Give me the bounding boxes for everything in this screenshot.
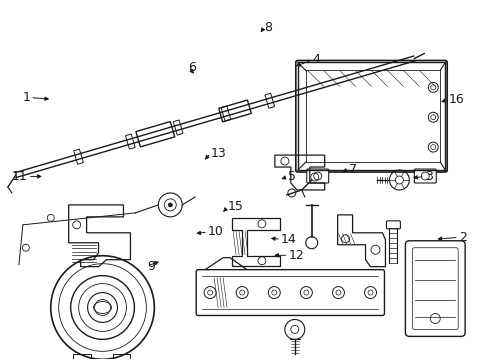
Circle shape	[168, 203, 172, 207]
Text: 13: 13	[210, 147, 225, 159]
Text: 2: 2	[458, 231, 466, 244]
Text: 10: 10	[207, 225, 224, 238]
FancyBboxPatch shape	[306, 169, 328, 183]
Text: 6: 6	[188, 60, 196, 73]
Text: 16: 16	[448, 93, 464, 106]
Text: 7: 7	[348, 163, 357, 176]
Text: 3: 3	[424, 170, 432, 183]
Text: 9: 9	[147, 260, 155, 273]
FancyBboxPatch shape	[413, 169, 435, 183]
Text: 15: 15	[227, 201, 244, 213]
FancyBboxPatch shape	[295, 60, 447, 172]
Text: 5: 5	[288, 170, 296, 183]
Text: 4: 4	[312, 53, 320, 66]
FancyBboxPatch shape	[405, 241, 464, 336]
Text: 12: 12	[288, 249, 304, 262]
FancyBboxPatch shape	[196, 270, 384, 315]
Text: 1: 1	[22, 91, 30, 104]
Text: 8: 8	[264, 21, 271, 34]
FancyBboxPatch shape	[386, 221, 400, 229]
Text: 14: 14	[281, 233, 296, 246]
Text: 11: 11	[12, 170, 28, 183]
